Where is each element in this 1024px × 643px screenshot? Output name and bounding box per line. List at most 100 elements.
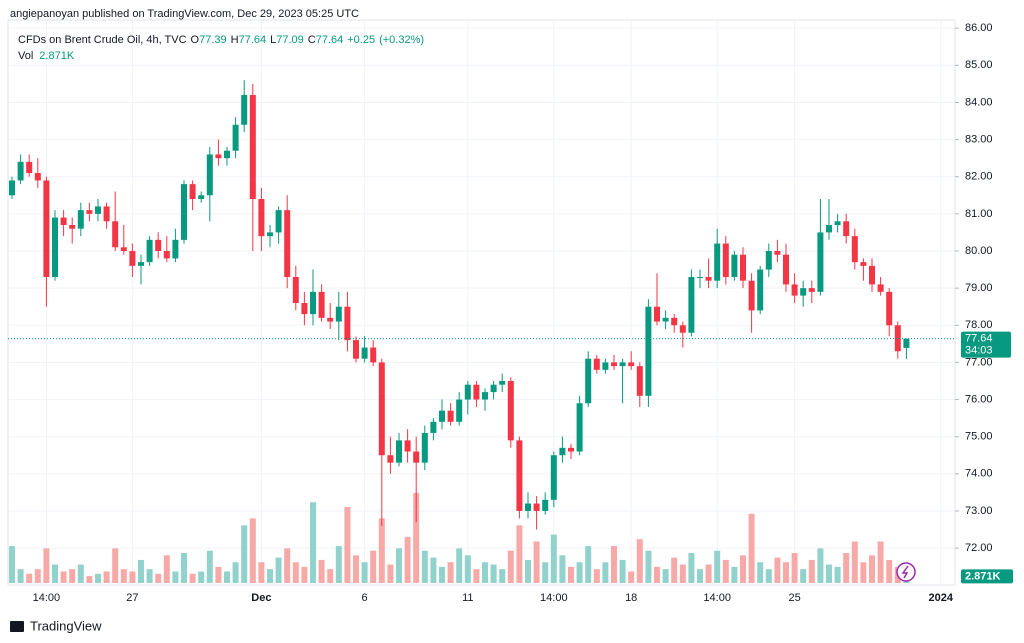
volume-bar bbox=[232, 562, 239, 583]
volume-bar bbox=[688, 553, 695, 583]
volume-bar bbox=[654, 566, 660, 583]
ohlc-value: 77.09 bbox=[276, 34, 304, 46]
x-tick-label: Dec bbox=[251, 592, 271, 604]
candle-body bbox=[378, 362, 385, 456]
countdown-label: 34:03 bbox=[965, 345, 993, 357]
candle-body bbox=[232, 124, 239, 151]
candle-body bbox=[163, 250, 170, 259]
candle-body bbox=[619, 362, 626, 367]
candle-body bbox=[869, 265, 875, 285]
candle-body bbox=[851, 236, 858, 263]
volume-bar bbox=[77, 564, 84, 583]
candle-body bbox=[894, 325, 901, 352]
volume-bar bbox=[611, 546, 617, 583]
candle-body bbox=[542, 499, 549, 511]
candle-body bbox=[292, 276, 299, 303]
volume-value: 2.871K bbox=[39, 50, 75, 62]
volume-bar bbox=[886, 559, 893, 583]
volume-bar bbox=[275, 557, 282, 583]
candle-body bbox=[464, 384, 471, 400]
ohlc-value: 77.39 bbox=[199, 34, 227, 46]
candle-body bbox=[533, 503, 540, 511]
candle-body bbox=[413, 451, 420, 463]
volume-bar bbox=[740, 555, 746, 583]
candle-body bbox=[456, 399, 463, 422]
candle-body bbox=[731, 254, 738, 277]
candle-body bbox=[473, 384, 480, 400]
candle-body bbox=[189, 184, 196, 200]
candle-body bbox=[26, 161, 33, 174]
candle-body bbox=[267, 232, 273, 237]
y-tick-label: 79.00 bbox=[965, 282, 993, 294]
volume-bar bbox=[284, 548, 291, 583]
candle-body bbox=[593, 358, 600, 370]
logo-mark bbox=[10, 621, 24, 632]
volume-bar bbox=[645, 550, 652, 583]
candle-body bbox=[275, 210, 282, 233]
candle-body bbox=[335, 306, 342, 322]
x-tick-label: 25 bbox=[788, 592, 800, 604]
volume-bar bbox=[301, 566, 308, 583]
volume-bar bbox=[860, 562, 867, 583]
candle-body bbox=[482, 392, 488, 400]
candle-body bbox=[404, 440, 411, 452]
candle-body bbox=[585, 358, 592, 404]
volume-bar bbox=[310, 502, 316, 583]
volume-bar bbox=[869, 555, 875, 583]
candle-body bbox=[249, 95, 256, 200]
volume-bar bbox=[120, 569, 127, 583]
candle-body bbox=[146, 239, 153, 263]
volume-bar bbox=[636, 539, 643, 583]
volume-bar bbox=[628, 571, 635, 583]
volume-bar bbox=[464, 555, 471, 583]
volume-bar bbox=[774, 557, 781, 583]
y-tick-label: 82.00 bbox=[965, 171, 993, 183]
symbol-title: CFDs on Brent Crude Oil, 4h, TVC bbox=[18, 34, 187, 46]
volume-bar bbox=[396, 548, 402, 583]
candle-body bbox=[112, 221, 119, 248]
ohlc-key: H bbox=[231, 34, 239, 46]
last-price-label: 77.64 bbox=[965, 333, 993, 345]
ohlc-key: O bbox=[191, 34, 200, 46]
candle-body bbox=[757, 269, 764, 311]
candle-body bbox=[817, 232, 824, 292]
volume-bar bbox=[52, 564, 58, 583]
volume-bar bbox=[318, 559, 325, 583]
icon-circle[interactable] bbox=[896, 562, 916, 582]
x-tick-label: 2024 bbox=[929, 592, 954, 604]
candle-body bbox=[34, 173, 41, 181]
volume-bar bbox=[413, 493, 420, 583]
volume-bar bbox=[576, 562, 583, 583]
volume-bar bbox=[378, 518, 385, 583]
volume-badge bbox=[961, 569, 1013, 584]
candle-body bbox=[439, 410, 445, 422]
volume-bar bbox=[95, 573, 101, 583]
candle-body bbox=[507, 380, 514, 441]
y-tick-label: 86.00 bbox=[965, 22, 993, 34]
volume-bar bbox=[456, 548, 463, 583]
candle-body bbox=[774, 250, 781, 255]
candle-body bbox=[241, 95, 248, 125]
publisher-line: angiepanoyan published on TradingView.co… bbox=[10, 8, 359, 20]
volume-bar bbox=[679, 564, 686, 583]
volume-bar bbox=[705, 564, 712, 583]
candle-body bbox=[705, 276, 712, 281]
candle-body bbox=[834, 221, 841, 225]
volume-bar bbox=[155, 573, 162, 583]
candle-body bbox=[353, 340, 359, 359]
volume-bar bbox=[138, 559, 144, 583]
candle-body bbox=[886, 291, 893, 326]
volume-bar bbox=[327, 569, 334, 583]
candle-body bbox=[344, 306, 351, 341]
candle-body bbox=[103, 206, 110, 222]
volume-bar bbox=[722, 559, 729, 583]
volume-bar bbox=[163, 555, 170, 583]
candle-body bbox=[490, 384, 497, 393]
volume-bar bbox=[783, 562, 789, 583]
candle-body bbox=[765, 250, 772, 270]
replay-icon[interactable] bbox=[896, 562, 916, 582]
volume-bar bbox=[834, 566, 841, 583]
volume-bar bbox=[439, 566, 445, 583]
